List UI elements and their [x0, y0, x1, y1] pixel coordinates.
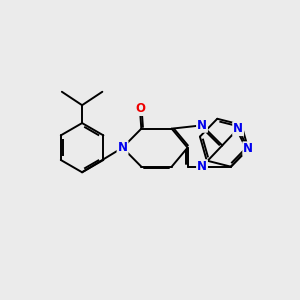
Text: N: N	[233, 122, 243, 135]
Text: N: N	[118, 141, 128, 154]
Text: N: N	[243, 142, 253, 155]
Text: O: O	[135, 102, 145, 115]
Text: N: N	[197, 119, 207, 132]
Text: N: N	[197, 160, 207, 173]
